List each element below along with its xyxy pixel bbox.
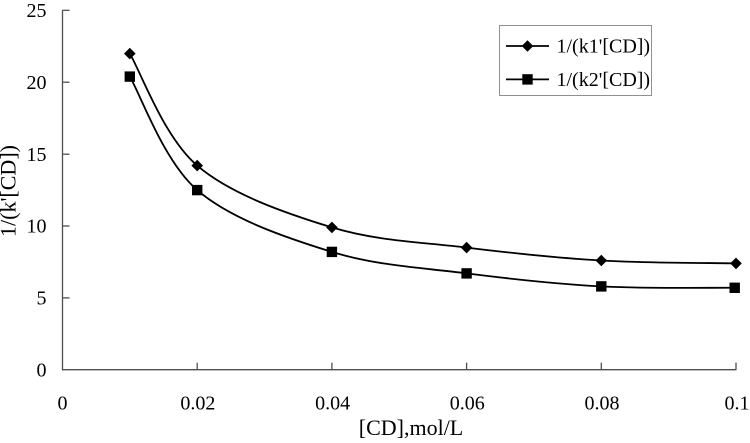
svg-text:15: 15 bbox=[27, 144, 47, 166]
svg-text:1/(k'[CD]): 1/(k'[CD]) bbox=[0, 145, 21, 237]
svg-text:0.02: 0.02 bbox=[180, 393, 215, 415]
svg-text:0.08: 0.08 bbox=[585, 393, 620, 415]
svg-text:5: 5 bbox=[37, 288, 47, 310]
svg-text:1/(k1'[CD]): 1/(k1'[CD]) bbox=[557, 36, 651, 58]
svg-text:25: 25 bbox=[27, 0, 47, 22]
svg-text:[CD],mol/L: [CD],mol/L bbox=[359, 415, 464, 440]
svg-text:10: 10 bbox=[27, 216, 47, 238]
svg-text:20: 20 bbox=[27, 72, 47, 94]
svg-text:0: 0 bbox=[37, 359, 47, 381]
svg-text:0: 0 bbox=[58, 393, 68, 415]
svg-text:0.06: 0.06 bbox=[450, 393, 485, 415]
svg-text:0.1: 0.1 bbox=[725, 393, 750, 415]
svg-text:0.04: 0.04 bbox=[315, 393, 350, 415]
svg-text:1/(k2'[CD]): 1/(k2'[CD]) bbox=[557, 69, 651, 91]
